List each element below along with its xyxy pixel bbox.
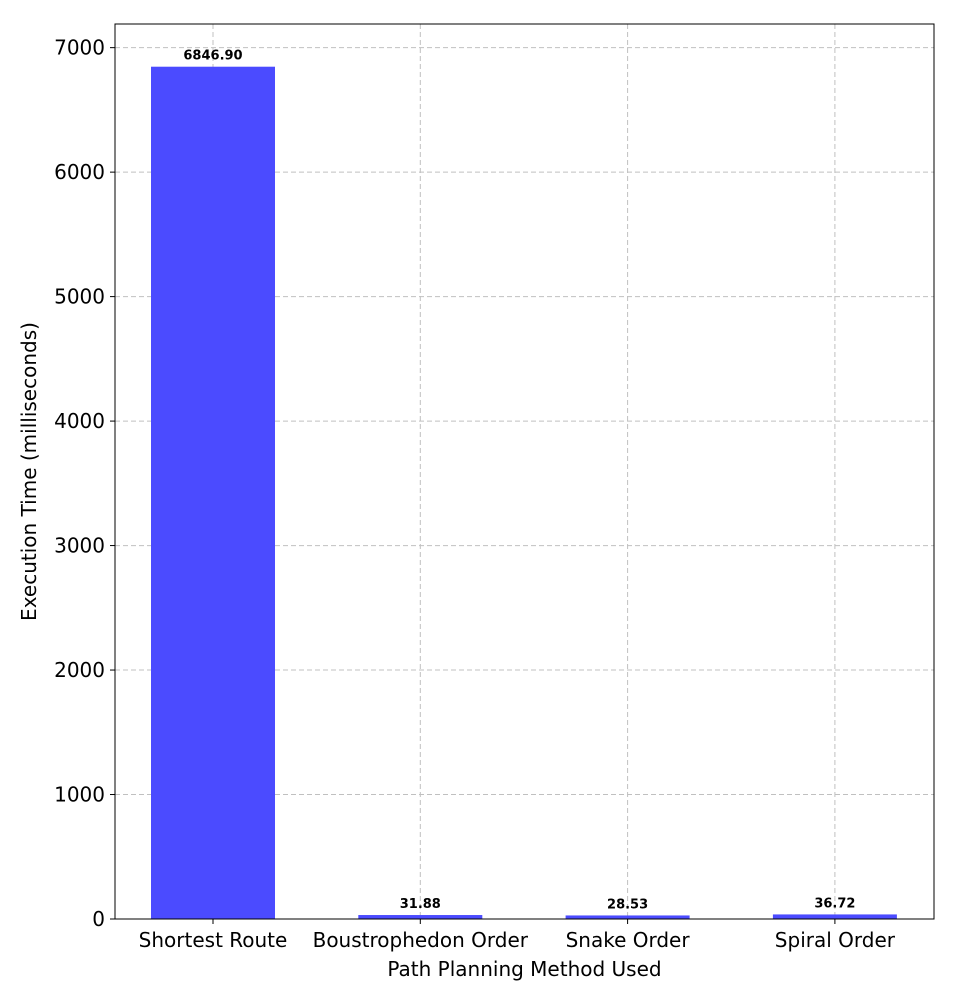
x-tick-label: Boustrophedon Order [313,928,529,952]
x-tick-label: Spiral Order [775,928,896,952]
bars [151,66,897,919]
y-axis-ticks: 0 1000 2000 3000 4000 5000 6000 7000 [54,36,115,931]
bar [772,914,897,919]
y-tick-label: 1000 [54,783,105,807]
y-tick-label: 5000 [54,285,105,309]
y-tick-label: 4000 [54,409,105,433]
bar [565,915,690,919]
x-tick-label: Snake Order [566,928,691,952]
x-tick-label: Shortest Route [139,928,288,952]
data-labels: 6846.90 31.88 28.53 36.72 [183,49,855,913]
bar [151,66,275,919]
y-tick-label: 3000 [54,534,105,558]
plot-frame [114,23,935,920]
bar [358,915,483,919]
y-axis-title: Execution Time (milliseconds) [17,322,41,621]
bar-value-label: 36.72 [814,896,855,911]
y-tick-label: 0 [92,907,105,931]
y-tick-label: 7000 [54,36,105,60]
y-tick-label: 6000 [54,160,105,184]
bar-value-label: 6846.90 [183,49,242,64]
x-axis-title: Path Planning Method Used [387,957,661,981]
bar-value-label: 28.53 [607,897,648,912]
bar-value-label: 31.88 [400,897,441,912]
y-tick-label: 2000 [54,658,105,682]
x-axis-ticks: Shortest Route Boustrophedon Order Snake O… [139,919,896,952]
